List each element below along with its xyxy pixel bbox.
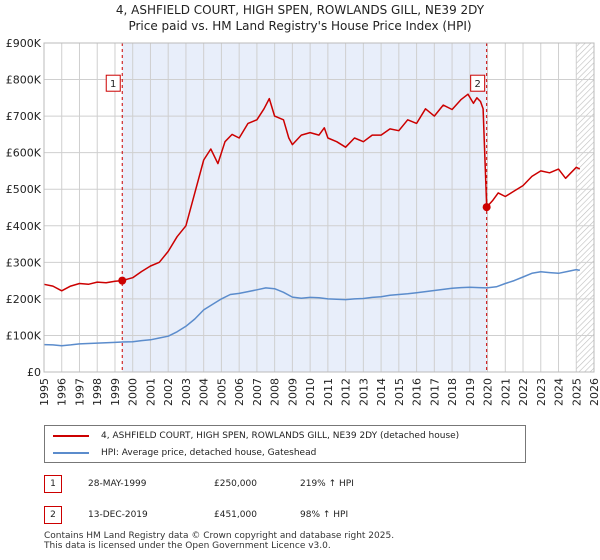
x-tick-label: 2024 xyxy=(553,378,566,406)
x-tick-label: 2002 xyxy=(162,378,175,406)
x-tick-label: 2001 xyxy=(144,378,157,406)
title-line-1: 4, ASHFIELD COURT, HIGH SPEN, ROWLANDS G… xyxy=(115,3,485,17)
forecast-hatched-region xyxy=(576,43,594,372)
y-tick-label: £600K xyxy=(6,147,42,160)
sale-price: £250,000 xyxy=(214,479,257,489)
x-tick-label: 1997 xyxy=(73,378,86,406)
x-tick-label: 2026 xyxy=(588,378,600,406)
x-tick-label: 2020 xyxy=(482,378,495,406)
x-tick-label: 2009 xyxy=(286,378,299,406)
sale-point xyxy=(482,203,491,212)
x-tick-label: 2006 xyxy=(233,378,246,406)
legend-line-hpi xyxy=(53,452,89,454)
price-chart: £0 £100K £200K £300K £400K £500K £600K £700K £80… xyxy=(6,37,600,406)
sale-marker-label: 2 xyxy=(474,79,480,90)
x-tick-label: 2017 xyxy=(428,378,441,406)
x-tick-label: 2010 xyxy=(304,378,317,406)
y-tick-label: £900K xyxy=(6,37,42,50)
sale-number-badge: 2 xyxy=(44,506,62,524)
x-tick-label: 2022 xyxy=(517,378,530,406)
x-tick-label: 2005 xyxy=(215,378,228,406)
sale-marker-box xyxy=(470,74,486,92)
legend-label-property: 4, ASHFIELD COURT, HIGH SPEN, ROWLANDS G… xyxy=(101,431,460,441)
y-tick-label: £300K xyxy=(6,256,42,269)
series-line-hpi xyxy=(43,268,580,347)
sale-date: 28-MAY-1999 xyxy=(88,479,147,489)
y-tick-label: £400K xyxy=(6,220,42,233)
sale-price: £451,000 xyxy=(214,510,257,520)
x-tick-label: 2000 xyxy=(127,378,140,406)
x-tick-label: 2018 xyxy=(446,378,459,406)
sale-hpi-change: 219% ↑ HPI xyxy=(300,479,354,489)
x-tick-label: 2003 xyxy=(180,378,193,406)
legend-line-property xyxy=(53,435,89,437)
footer-copyright: Contains HM Land Registry data © Crown c… xyxy=(44,531,395,541)
x-tick-label: 2014 xyxy=(375,378,388,406)
ownership-shaded-region xyxy=(122,43,487,372)
legend-label-hpi: HPI: Average price, detached house, Gate… xyxy=(101,448,317,458)
x-tick-label: 2007 xyxy=(251,378,264,406)
series-line-property xyxy=(43,93,581,292)
legend: 4, ASHFIELD COURT, HIGH SPEN, ROWLANDS G… xyxy=(44,425,526,463)
sale-marker-label: 1 xyxy=(110,79,116,90)
sale-marker-box xyxy=(105,74,121,92)
sale-hpi-change: 98% ↑ HPI xyxy=(300,510,349,520)
x-tick-label: 2012 xyxy=(340,378,353,406)
sale-point xyxy=(118,276,127,285)
footer: Contains HM Land Registry data © Crown c… xyxy=(44,531,394,551)
y-tick-label: £0 xyxy=(27,366,41,379)
x-tick-label: 2019 xyxy=(464,378,477,406)
x-tick-label: 2015 xyxy=(393,378,406,406)
chart-title: 4, ASHFIELD COURT, HIGH SPEN, ROWLANDS G… xyxy=(0,2,600,34)
x-tick-label: 2008 xyxy=(269,378,282,406)
x-tick-label: 1996 xyxy=(56,378,69,406)
y-tick-label: £800K xyxy=(6,74,42,87)
sale-number-badge: 1 xyxy=(44,475,62,493)
x-tick-label: 1998 xyxy=(91,378,104,406)
y-tick-label: £100K xyxy=(6,329,42,342)
x-tick-label: 1995 xyxy=(38,378,51,406)
sale-date: 13-DEC-2019 xyxy=(88,510,148,520)
x-tick-label: 2023 xyxy=(535,378,548,406)
y-tick-label: £200K xyxy=(6,293,42,306)
x-tick-label: 2016 xyxy=(411,378,424,406)
plot-border xyxy=(43,42,595,373)
x-tick-label: 2013 xyxy=(357,378,370,406)
y-tick-label: £500K xyxy=(6,183,42,196)
x-tick-label: 2004 xyxy=(198,378,211,406)
footer-licence: This data is licensed under the Open Gov… xyxy=(44,541,331,551)
y-tick-label: £700K xyxy=(6,110,42,123)
x-tick-label: 2011 xyxy=(322,378,335,406)
x-tick-label: 2021 xyxy=(499,378,512,406)
x-tick-label: 2025 xyxy=(570,378,583,406)
x-tick-label: 1999 xyxy=(109,378,122,406)
title-line-2: Price paid vs. HM Land Registry's House … xyxy=(128,19,472,33)
